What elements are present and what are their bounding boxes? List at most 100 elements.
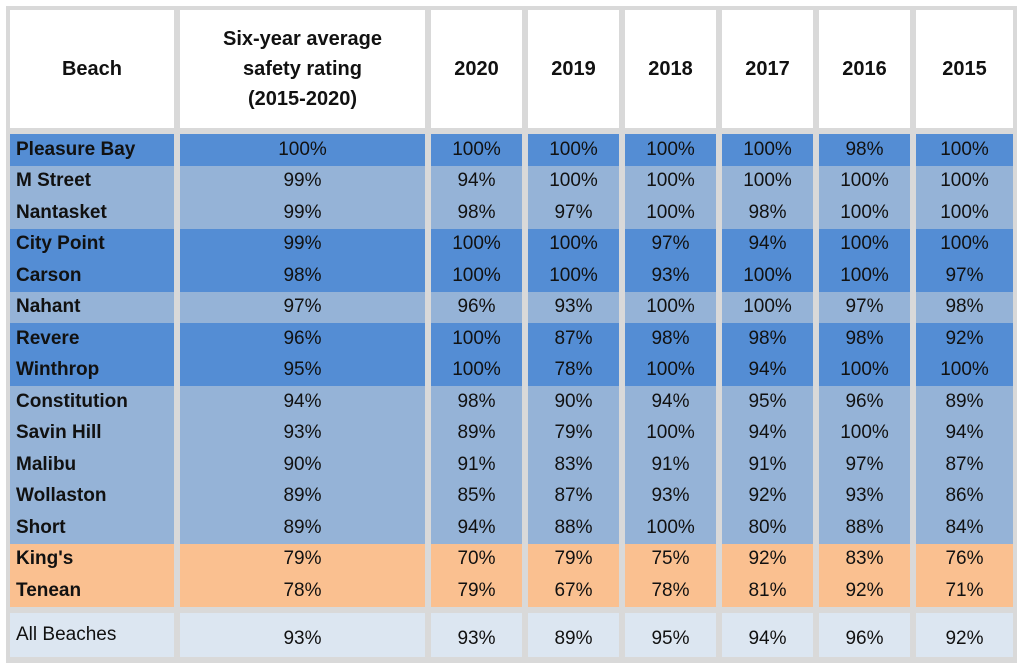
year-cell: 94% — [722, 354, 819, 386]
year-cell: 87% — [528, 480, 625, 512]
year-cell: 100% — [625, 417, 722, 449]
header-year: 2020 — [431, 10, 528, 134]
average-cell: 98% — [180, 260, 431, 292]
year-cell: 91% — [722, 449, 819, 481]
total-year-cell: 92% — [916, 606, 1013, 657]
beach-name: Revere — [10, 323, 180, 355]
year-cell: 100% — [916, 134, 1013, 166]
year-cell: 93% — [625, 480, 722, 512]
year-cell: 94% — [431, 165, 528, 197]
beach-name: Tenean — [10, 575, 180, 607]
year-cell: 96% — [431, 291, 528, 323]
average-cell: 97% — [180, 291, 431, 323]
year-cell: 100% — [819, 417, 916, 449]
table-row: M Street 99% 94% 100% 100% 100% 100% 100% — [10, 165, 1013, 197]
beach-name: Winthrop — [10, 354, 180, 386]
year-cell: 97% — [916, 260, 1013, 292]
beach-name: Carson — [10, 260, 180, 292]
beach-name: Pleasure Bay — [10, 134, 180, 166]
beach-name: King's — [10, 543, 180, 575]
year-cell: 97% — [819, 449, 916, 481]
year-cell: 92% — [916, 323, 1013, 355]
year-cell: 80% — [722, 512, 819, 544]
beach-name: Malibu — [10, 449, 180, 481]
total-average-cell: 93% — [180, 606, 431, 657]
year-cell: 84% — [916, 512, 1013, 544]
header-row: Beach Six-year average safety rating (20… — [10, 10, 1013, 134]
table-row: Wollaston 89% 85% 87% 93% 92% 93% 86% — [10, 480, 1013, 512]
year-cell: 91% — [625, 449, 722, 481]
header-average-line1: Six-year average — [222, 28, 382, 50]
total-year-cell: 93% — [431, 606, 528, 657]
average-cell: 79% — [180, 543, 431, 575]
year-cell: 100% — [722, 165, 819, 197]
year-cell: 92% — [722, 480, 819, 512]
average-cell: 89% — [180, 480, 431, 512]
average-cell: 95% — [180, 354, 431, 386]
year-cell: 98% — [625, 323, 722, 355]
year-cell: 90% — [528, 386, 625, 418]
year-cell: 100% — [431, 134, 528, 166]
year-cell: 89% — [431, 417, 528, 449]
year-cell: 97% — [625, 228, 722, 260]
year-cell: 76% — [916, 543, 1013, 575]
beach-name: Savin Hill — [10, 417, 180, 449]
year-cell: 100% — [431, 354, 528, 386]
year-cell: 98% — [819, 134, 916, 166]
year-cell: 79% — [528, 543, 625, 575]
year-cell: 78% — [625, 575, 722, 607]
year-cell: 100% — [431, 260, 528, 292]
year-cell: 92% — [722, 543, 819, 575]
year-cell: 100% — [819, 260, 916, 292]
year-cell: 94% — [722, 417, 819, 449]
year-cell: 79% — [528, 417, 625, 449]
year-cell: 100% — [528, 228, 625, 260]
total-year-cell: 89% — [528, 606, 625, 657]
table-row: Revere 96% 100% 87% 98% 98% 98% 92% — [10, 323, 1013, 355]
year-cell: 83% — [819, 543, 916, 575]
year-cell: 100% — [722, 260, 819, 292]
year-cell: 98% — [722, 197, 819, 229]
table-row: City Point 99% 100% 100% 97% 94% 100% 100% — [10, 228, 1013, 260]
beach-name: Constitution — [10, 386, 180, 418]
header-year: 2019 — [528, 10, 625, 134]
total-year-cell: 95% — [625, 606, 722, 657]
year-cell: 89% — [916, 386, 1013, 418]
beach-name: Short — [10, 512, 180, 544]
year-cell: 71% — [916, 575, 1013, 607]
header-year: 2015 — [916, 10, 1013, 134]
year-cell: 100% — [625, 134, 722, 166]
header-year: 2016 — [819, 10, 916, 134]
year-cell: 100% — [916, 228, 1013, 260]
year-cell: 95% — [722, 386, 819, 418]
table-row: Short 89% 94% 88% 100% 80% 88% 84% — [10, 512, 1013, 544]
year-cell: 96% — [819, 386, 916, 418]
year-cell: 87% — [916, 449, 1013, 481]
average-cell: 89% — [180, 512, 431, 544]
year-cell: 98% — [722, 323, 819, 355]
year-cell: 97% — [819, 291, 916, 323]
year-cell: 100% — [819, 354, 916, 386]
table-row: Constitution 94% 98% 90% 94% 95% 96% 89% — [10, 386, 1013, 418]
header-average-line3: (2015-2020) — [248, 88, 357, 110]
table-row: Winthrop 95% 100% 78% 100% 94% 100% 100% — [10, 354, 1013, 386]
total-row: All Beaches 93% 93% 89% 95% 94% 96% 92% — [10, 606, 1013, 657]
year-cell: 100% — [916, 165, 1013, 197]
average-cell: 94% — [180, 386, 431, 418]
beach-safety-table: Beach Six-year average safety rating (20… — [10, 10, 1013, 657]
header-year: 2017 — [722, 10, 819, 134]
beach-name: Wollaston — [10, 480, 180, 512]
year-cell: 93% — [528, 291, 625, 323]
header-year: 2018 — [625, 10, 722, 134]
year-cell: 100% — [916, 197, 1013, 229]
beach-name: Nantasket — [10, 197, 180, 229]
total-year-cell: 94% — [722, 606, 819, 657]
year-cell: 100% — [916, 354, 1013, 386]
year-cell: 81% — [722, 575, 819, 607]
year-cell: 100% — [625, 165, 722, 197]
year-cell: 92% — [819, 575, 916, 607]
header-average: Six-year average safety rating (2015-202… — [180, 10, 431, 134]
year-cell: 98% — [819, 323, 916, 355]
header-average-line2: safety rating — [243, 58, 362, 80]
table-row: Malibu 90% 91% 83% 91% 91% 97% 87% — [10, 449, 1013, 481]
